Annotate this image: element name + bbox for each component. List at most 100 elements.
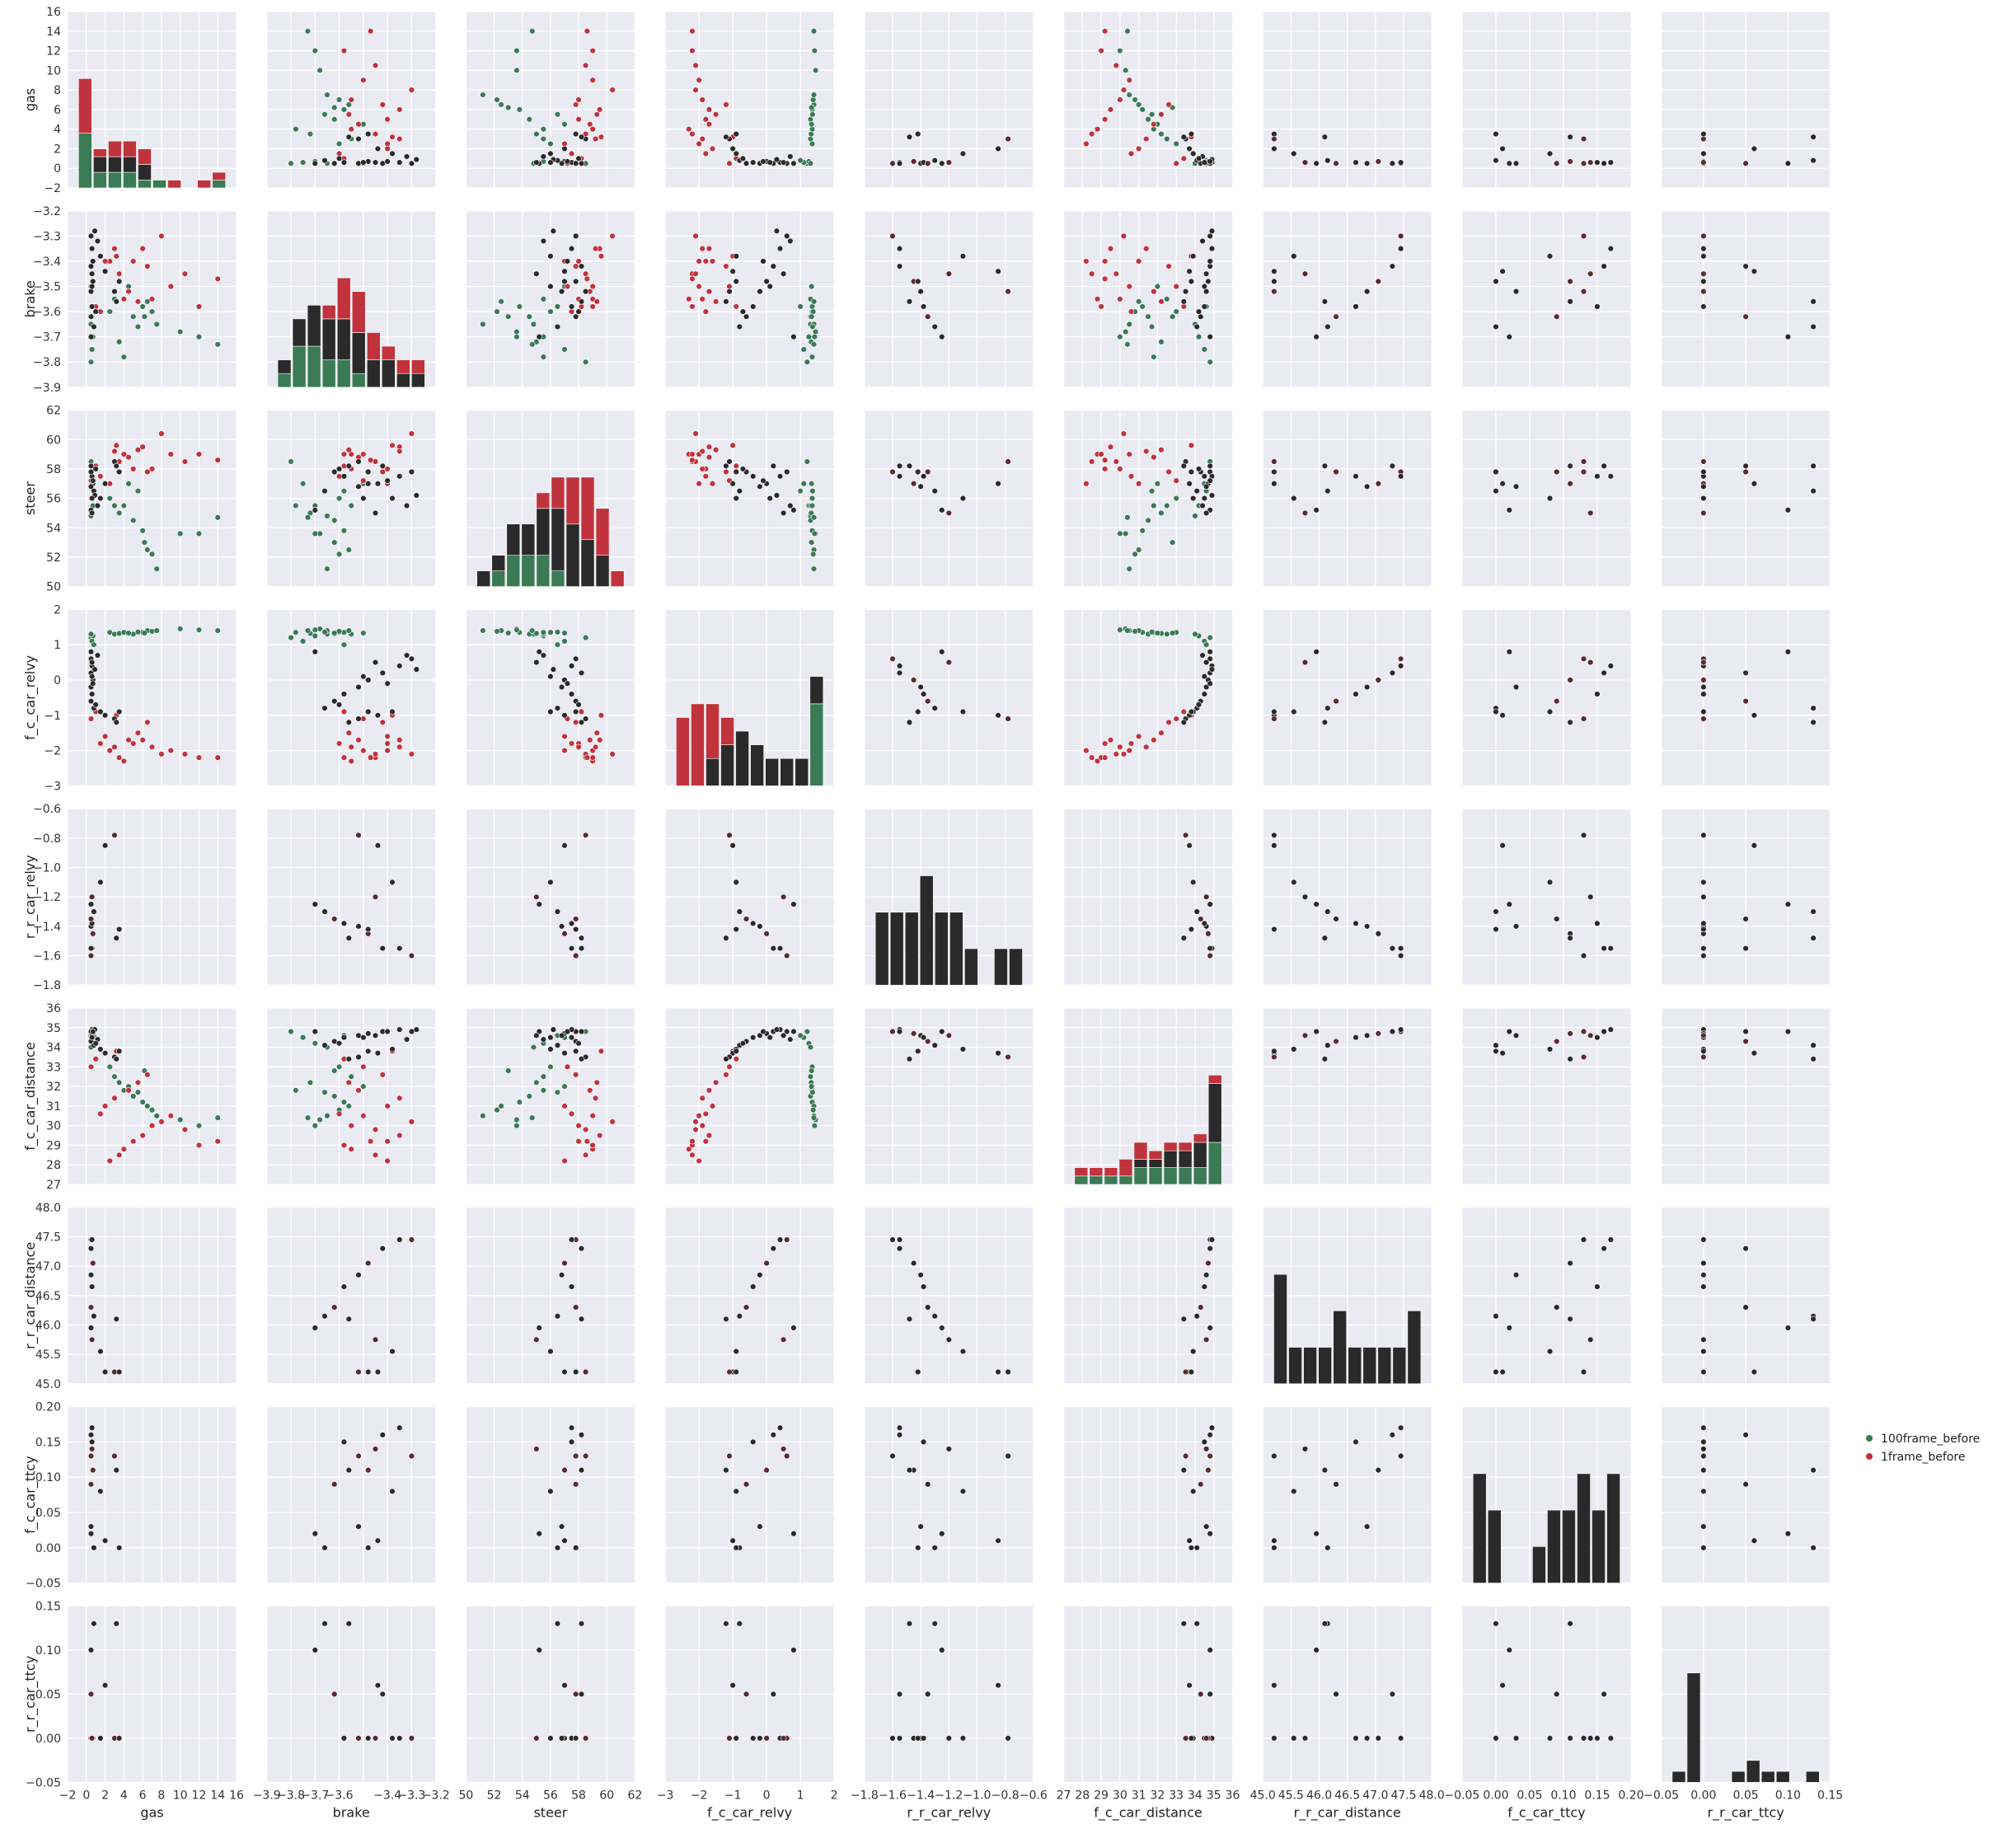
scatter-point xyxy=(1353,473,1359,480)
scatter-point xyxy=(94,237,101,245)
scatter-point xyxy=(396,159,403,166)
scatter-point xyxy=(115,754,123,761)
scatter-point xyxy=(1333,916,1339,922)
scatter-point xyxy=(494,1106,500,1114)
scatter-point xyxy=(1207,680,1213,687)
scatter-point xyxy=(413,1026,420,1033)
scatter-point xyxy=(1700,1032,1707,1039)
scatter-point xyxy=(1700,288,1707,295)
scatter-point xyxy=(1700,1259,1707,1267)
scatter-point xyxy=(1810,134,1817,140)
scatter-point xyxy=(1117,626,1123,633)
scatter-point xyxy=(312,626,318,633)
scatter-point xyxy=(1512,683,1520,691)
scatter-point xyxy=(1203,483,1210,490)
scatter-point xyxy=(403,1036,410,1043)
scatter-point xyxy=(1742,669,1749,677)
scatter-point xyxy=(1397,232,1404,240)
scatter-point xyxy=(1126,283,1132,290)
hist-bar-green xyxy=(1104,1175,1118,1185)
scatter-point xyxy=(593,729,600,736)
scatter-point xyxy=(1397,1735,1404,1742)
scatter-point xyxy=(134,323,142,331)
scatter-point xyxy=(931,1042,938,1048)
scatter-point xyxy=(139,443,146,450)
scatter-point xyxy=(896,462,903,470)
scatter-point xyxy=(1493,926,1499,933)
scatter-point xyxy=(384,1157,391,1165)
scatter-point xyxy=(312,632,318,640)
scatter-point xyxy=(1810,935,1817,941)
y-tick-label: −0.05 xyxy=(26,1578,61,1591)
scatter-point xyxy=(995,1049,1001,1057)
scatter-point xyxy=(304,627,312,634)
scatter-point xyxy=(1512,160,1520,166)
panel-background xyxy=(266,1406,436,1583)
scatter-point xyxy=(1333,160,1339,166)
panel-background xyxy=(665,12,835,188)
hist-bar-red xyxy=(321,304,336,320)
scatter-point xyxy=(321,705,328,711)
scatter-point xyxy=(1132,551,1138,558)
scatter-point xyxy=(609,232,616,240)
scatter-point xyxy=(780,1032,787,1039)
scatter-point xyxy=(1580,1028,1587,1035)
scatter-point xyxy=(340,1034,348,1041)
scatter-point xyxy=(1207,655,1213,663)
scatter-point xyxy=(389,1046,396,1053)
scatter-point xyxy=(797,157,804,164)
scatter-point xyxy=(757,1032,763,1039)
scatter-point xyxy=(959,1735,967,1742)
scatter-point xyxy=(1742,462,1749,470)
scatter-point xyxy=(360,1083,367,1090)
x-tick-label: 29 xyxy=(1094,1789,1109,1802)
hist-bar-dark xyxy=(1746,1760,1760,1783)
scatter-point xyxy=(214,754,221,761)
scatter-point xyxy=(372,1735,379,1742)
y-tick-label: −1.4 xyxy=(33,921,61,934)
scatter-point xyxy=(917,1272,924,1278)
scatter-point xyxy=(995,145,1001,152)
scatter-point xyxy=(1301,659,1309,666)
scatter-point xyxy=(1810,487,1817,495)
scatter-point xyxy=(340,47,348,54)
panel-r_r_car_relvy-vs-f_c_car_ttcy xyxy=(1461,808,1632,986)
scatter-point xyxy=(1128,740,1135,747)
scatter-point xyxy=(355,1272,362,1278)
scatter-point xyxy=(125,288,132,295)
scatter-point xyxy=(1271,458,1278,465)
scatter-point xyxy=(584,1137,591,1145)
hist-bar-red xyxy=(580,476,595,541)
scatter-point xyxy=(706,106,713,113)
x-tick-label: 14 xyxy=(210,1789,225,1802)
scatter-point xyxy=(1553,160,1560,166)
x-tick-label: 0.15 xyxy=(1817,1789,1843,1802)
scatter-point xyxy=(706,1132,713,1139)
scatter-point xyxy=(413,492,420,499)
hist-bar-dark xyxy=(381,359,396,388)
scatter-point xyxy=(408,1118,415,1125)
scatter-point xyxy=(578,1028,585,1035)
scatter-point xyxy=(87,1272,95,1278)
scatter-point xyxy=(1203,1446,1210,1452)
hist-bar-dark xyxy=(396,373,410,388)
scatter-point xyxy=(331,1067,338,1074)
scatter-point xyxy=(304,28,312,35)
scatter-point xyxy=(808,509,814,517)
scatter-point xyxy=(1199,652,1206,659)
scatter-point xyxy=(1201,495,1208,502)
panel-brake-vs-r_r_car_distance xyxy=(1262,210,1432,388)
scatter-point xyxy=(706,443,713,450)
y-tick-label: −3.5 xyxy=(33,281,61,294)
x-tick-label: 2 xyxy=(831,1789,838,1802)
hist-bar-dark xyxy=(336,318,351,360)
panel-background xyxy=(266,1008,436,1184)
scatter-point xyxy=(1567,1056,1573,1062)
scatter-point xyxy=(288,458,294,465)
scatter-point xyxy=(1189,1488,1197,1495)
scatter-point xyxy=(808,481,815,487)
panel-background xyxy=(266,609,436,786)
scatter-point xyxy=(1810,323,1817,331)
